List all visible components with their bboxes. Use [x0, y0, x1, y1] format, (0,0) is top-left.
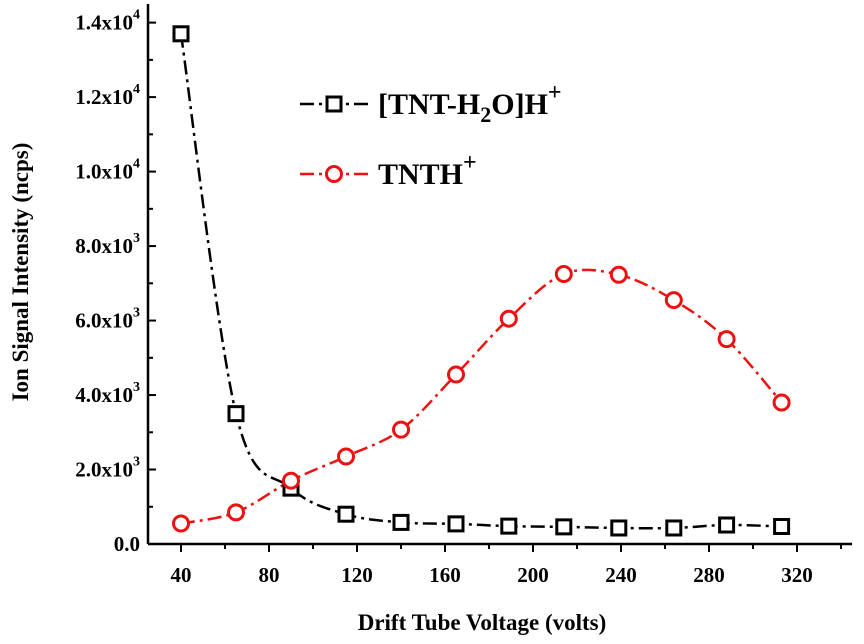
y-axis-ticks: 0.02.0x1034.0x1036.0x1038.0x1031.0x1041.…: [75, 8, 156, 556]
y-tick-exponent: 3: [133, 380, 140, 395]
y-tick-mantissa: 4.0x10: [75, 383, 133, 407]
y-tick-label: 2.0x103: [75, 455, 140, 482]
x-tick-label: 240: [605, 563, 637, 587]
y-tick-label: 1.0x104: [75, 157, 140, 184]
legend-label-part: +: [548, 80, 562, 106]
y-axis-label: Ion Signal Intensity (ncps): [8, 143, 33, 402]
series-2-point: [609, 265, 628, 284]
series-1-point: [337, 505, 355, 523]
legend-label: TNTH+: [378, 150, 477, 191]
series-2-point: [227, 503, 245, 522]
series-1-point: [718, 516, 736, 534]
y-tick-mantissa: 1.0x10: [75, 160, 133, 184]
x-tick-label: 120: [341, 563, 373, 587]
legend-marker: [325, 95, 343, 113]
series-2-point: [447, 365, 465, 384]
series-1-point: [392, 513, 410, 531]
series-2-point: [392, 420, 410, 439]
series-1-point: [555, 518, 573, 536]
x-axis-ticks: 40 80 120 160 200 240 280 320: [171, 544, 842, 587]
y-tick-mantissa: 8.0x10: [75, 234, 133, 258]
y-tick-mantissa: 0.0: [114, 532, 140, 556]
legend-label-part: O]H: [491, 88, 548, 121]
legend-label-part: [TNT-H: [378, 88, 480, 121]
series-2-point: [172, 514, 190, 533]
series-2-point: [554, 265, 573, 283]
y-tick-mantissa: 6.0x10: [75, 309, 133, 333]
x-axis-label: Drift Tube Voltage (volts): [358, 610, 607, 635]
series-1-point: [227, 405, 245, 423]
series-2-point: [717, 330, 736, 349]
series-2-point: [772, 393, 791, 412]
y-tick-exponent: 3: [133, 306, 140, 321]
y-tick-label: 0.0: [114, 532, 140, 556]
x-tick-label: 80: [259, 563, 280, 587]
series-layer: [172, 25, 791, 537]
series-1-point: [172, 25, 190, 43]
series-2-point: [282, 471, 300, 490]
series-1-point: [773, 517, 791, 535]
y-tick-exponent: 4: [133, 82, 140, 97]
series-2-point: [664, 291, 683, 310]
series-1-point: [610, 519, 628, 537]
series-1-point: [447, 515, 465, 533]
series-2-point: [337, 447, 355, 466]
legend-label: [TNT-H2O]H+: [378, 80, 562, 127]
legend: [TNT-H2O]H+TNTH+: [300, 80, 562, 191]
y-tick-exponent: 4: [133, 8, 140, 23]
axes: [146, 4, 852, 546]
x-tick-label: 280: [693, 563, 725, 587]
x-tick-label: 160: [429, 563, 461, 587]
x-tick-label: 320: [781, 563, 813, 587]
y-tick-mantissa: 1.4x10: [75, 11, 133, 35]
y-tick-label: 4.0x103: [75, 380, 140, 407]
legend-marker: [325, 165, 343, 183]
series-1-point: [500, 517, 518, 535]
y-tick-label: 6.0x103: [75, 306, 140, 333]
x-tick-label: 40: [171, 563, 192, 587]
legend-label-part: 2: [480, 102, 491, 127]
y-tick-exponent: 3: [133, 455, 140, 470]
legend-label-part: +: [463, 150, 477, 176]
legend-label-part: TNTH: [378, 158, 463, 191]
y-tick-label: 8.0x103: [75, 231, 140, 258]
y-tick-label: 1.2x104: [75, 82, 140, 109]
series-2-point: [499, 309, 518, 328]
x-tick-label: 200: [517, 563, 549, 587]
y-tick-mantissa: 1.2x10: [75, 85, 133, 109]
series-1-point: [665, 519, 683, 537]
y-tick-label: 1.4x104: [75, 8, 140, 35]
series-2-line: [180, 268, 783, 525]
y-tick-mantissa: 2.0x10: [75, 458, 133, 482]
y-tick-exponent: 3: [133, 231, 140, 246]
y-tick-exponent: 4: [133, 157, 140, 172]
